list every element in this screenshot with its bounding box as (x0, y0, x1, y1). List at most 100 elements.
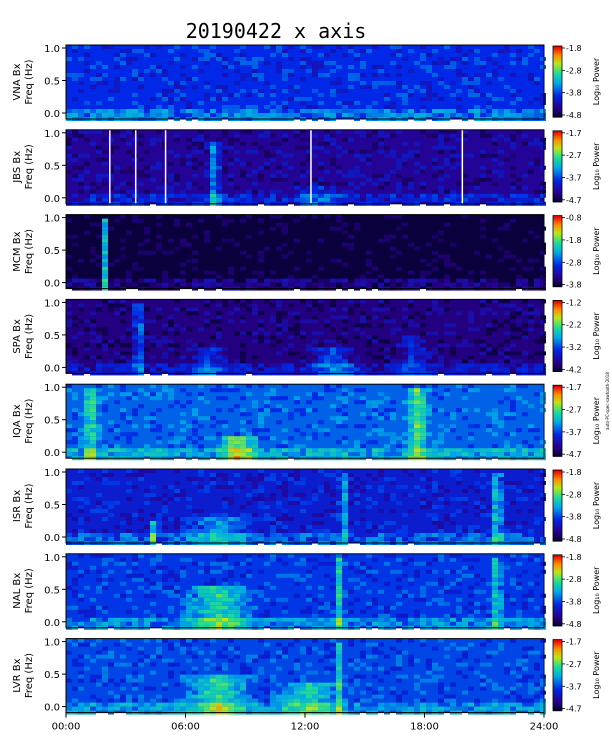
spectrogram-cell (330, 561, 336, 566)
spectrogram-cell (396, 266, 402, 271)
spectrogram-cell (120, 355, 126, 360)
spectrogram-cell (444, 274, 450, 279)
spectrogram-cell (234, 432, 240, 437)
spectrogram-cell (198, 185, 204, 190)
spectrogram-cell (438, 408, 444, 413)
spectrogram-cell (114, 367, 120, 372)
spectrogram-cell (144, 189, 150, 194)
spectrogram-cell (180, 613, 186, 618)
spectrogram-cell (444, 109, 450, 113)
spectrogram-cell (72, 323, 78, 328)
spectrogram-cell (132, 319, 138, 324)
spectrogram-cell (156, 113, 162, 117)
spectrogram-cell (228, 621, 234, 626)
spectrogram-cell (258, 517, 264, 521)
y-tick-label: 0.5 (44, 416, 60, 427)
spectrogram-cell (114, 311, 120, 316)
spectrogram-cell (426, 477, 432, 481)
spectrogram-cell (126, 61, 132, 65)
spectrogram-cell (198, 533, 204, 537)
spectrogram-cell (318, 617, 324, 622)
spectrogram-cell (438, 311, 444, 316)
spectrogram-cell (324, 363, 330, 368)
spectrogram-cell (420, 613, 426, 618)
colorbar-swatch (553, 500, 562, 503)
spectrogram-cell (528, 73, 534, 77)
spectrogram-cell (174, 400, 180, 405)
spectrogram-cell (462, 497, 468, 501)
spectrogram-cell (282, 529, 288, 533)
spectrogram-cell (366, 214, 372, 219)
spectrogram-cell (138, 351, 144, 356)
spectrogram-cell (228, 521, 234, 525)
spectrogram-cell (306, 400, 312, 405)
spectrogram-cell (336, 408, 342, 413)
spectrogram-cell (420, 388, 426, 393)
spectrogram-cell (498, 282, 504, 287)
spectrogram-cell (450, 497, 456, 501)
spectrogram-cell (222, 242, 228, 247)
spectrogram-cell (180, 444, 186, 449)
spectrogram-cell (540, 185, 546, 190)
spectrogram-cell (174, 517, 180, 521)
spectrogram-cell (234, 57, 240, 61)
spectrogram-cell (204, 351, 210, 356)
spectrogram-cell (390, 621, 396, 626)
spectrogram-cell (456, 525, 462, 529)
colorbar-swatch (553, 176, 562, 180)
spectrogram-cell (408, 537, 414, 541)
spectrogram-cell (72, 452, 78, 457)
spectrogram-cell (138, 469, 144, 473)
spectrogram-cell (420, 363, 426, 368)
spectrogram-cell (228, 537, 234, 541)
spectrogram-cell (300, 129, 306, 134)
spectrogram-cell (312, 177, 318, 182)
spectrogram-cell (114, 185, 120, 190)
colorbar-tick-label: -4.7 (566, 196, 582, 205)
spectrogram-cell (102, 282, 108, 287)
spectrogram-cell (180, 621, 186, 626)
spectrogram-cell (474, 105, 480, 109)
spectrogram-cell (198, 384, 204, 389)
spectrogram-cell (318, 533, 324, 537)
colorbar-swatch (553, 146, 562, 150)
spectrogram-cell (252, 331, 258, 336)
spectrogram-cell (144, 197, 150, 202)
spectrogram-cell (372, 129, 378, 134)
spectrogram-cell (294, 448, 300, 453)
spectrogram-cell (354, 153, 360, 158)
spectrogram-cell (426, 621, 432, 626)
spectrogram-cell (252, 513, 258, 517)
spectrogram-cell (294, 473, 300, 477)
spectrogram-cell (408, 69, 414, 73)
spectrogram-cell (198, 605, 204, 610)
spectrogram-cell (192, 165, 198, 170)
spectrogram-cell (336, 129, 342, 134)
spectrogram-cell (186, 327, 192, 332)
spectrogram-cell (204, 230, 210, 235)
spectrogram-cell (198, 141, 204, 146)
spectrogram-cell (540, 181, 546, 186)
spectrogram-cell (384, 533, 390, 537)
spectrogram-cell (432, 408, 438, 413)
spectrogram-cell (174, 363, 180, 368)
spectrogram-cell (192, 355, 198, 360)
spectrogram-cell (108, 359, 114, 364)
spectrogram-cell (540, 137, 546, 142)
colorbar-tick-label: -3.7 (566, 173, 582, 182)
colorbar-swatch (553, 415, 562, 418)
spectrogram-cell (360, 448, 366, 453)
spectrogram-cell (228, 573, 234, 578)
spectrogram-cell (468, 525, 474, 529)
spectrogram-cell (372, 440, 378, 445)
spectrogram-cell (522, 367, 528, 372)
spectrogram-cell (174, 133, 180, 138)
spectrogram-cell (222, 278, 228, 283)
spectrogram-cell (504, 85, 510, 89)
spectrogram-cell (228, 501, 234, 505)
spectrogram-cell (342, 617, 348, 622)
spectrogram-cell (336, 351, 342, 356)
spectrogram-cell (276, 537, 282, 541)
spectrogram-cell (168, 485, 174, 489)
